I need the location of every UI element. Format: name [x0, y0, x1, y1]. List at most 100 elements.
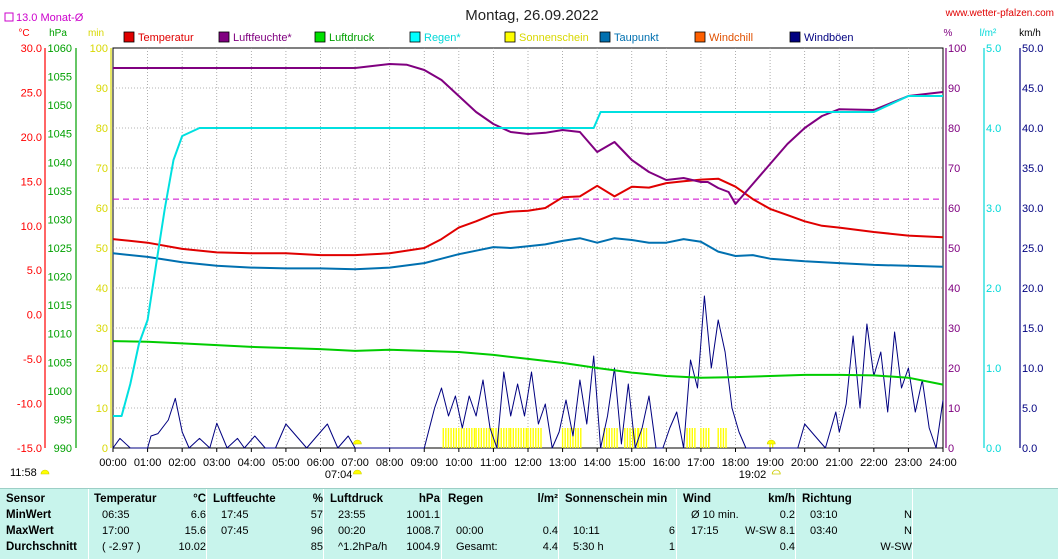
stats-value: 1 [668, 541, 675, 553]
stats-separator [323, 489, 324, 560]
pressure-tick-label: 1010 [48, 329, 72, 341]
stats-row: Ø 10 min. 0.2 [683, 509, 795, 521]
stats-header: Luftfeuchte% [213, 493, 323, 505]
temp-tick-label: -5.0 [23, 354, 42, 366]
sunrise-arrow-icon [353, 469, 362, 475]
monthly-avg-legend: 13.0 Monat-Ø [4, 12, 84, 24]
sun-tick-label: 80 [96, 123, 108, 135]
legend-label: Windchill [709, 32, 753, 44]
stats-row: 10:11 6 [565, 525, 675, 537]
stats-row: 5:30 h 1 [565, 541, 675, 553]
stats-value: W-SW [880, 541, 912, 553]
stats-time: 17:15 [691, 525, 719, 537]
stats-value: 0.2 [779, 509, 795, 521]
legend-label: Luftfeuchte* [233, 32, 292, 44]
pressure-tick-label: 990 [54, 443, 72, 455]
stats-value: 4.4 [542, 541, 558, 553]
rain-unit-label: l/m² [980, 28, 997, 39]
stats-row: Durchschnitt [6, 541, 77, 553]
legend-label: Regen* [424, 32, 461, 44]
x-tick-label: 07:00 [341, 457, 369, 469]
stats-value: 1008.7 [406, 525, 440, 537]
humidity-tick-label: 60 [948, 203, 960, 215]
stats-header-unit: km/h [768, 493, 795, 505]
wind-tick-label: 50.0 [1022, 43, 1043, 55]
series-luftdruck [112, 340, 944, 386]
noon-marker-icon [40, 469, 50, 475]
x-tick-label: 13:00 [549, 457, 577, 469]
temp-tick-label: 0.0 [27, 310, 42, 322]
rain-tick-label: 5.0 [986, 43, 1001, 55]
humidity-tick-label: 20 [948, 363, 960, 375]
stats-header: Luftdruck hPa [330, 493, 440, 505]
stats-row: MinWert [6, 509, 52, 521]
sun-tick-label: 100 [90, 43, 108, 55]
legend-swatch [789, 31, 801, 43]
stats-header: Temperatur °C [94, 493, 206, 505]
sun-tick-label: 0 [102, 443, 108, 455]
stats-time [683, 541, 691, 553]
legend-swatch [599, 31, 611, 43]
humidity-tick-label: 80 [948, 123, 960, 135]
stats-time: 07:45 [221, 525, 249, 537]
legend-label: Sonnenschein [519, 32, 589, 44]
series-regen [113, 95, 943, 417]
legend-label: Windböen [804, 32, 854, 44]
stats-time [448, 509, 456, 521]
stats-separator [676, 489, 677, 560]
stats-row: 85 [213, 541, 323, 553]
stats-separator [206, 489, 207, 560]
humidity-tick-label: 70 [948, 163, 960, 175]
stats-header-unit: °C [193, 493, 206, 505]
temp-tick-label: 10.0 [21, 221, 42, 233]
humidity-tick-label: 40 [948, 283, 960, 295]
x-tick-label: 01:00 [134, 457, 162, 469]
stats-row: 03:10 N [802, 509, 912, 521]
stats-value: 6 [668, 525, 675, 537]
rain-tick-label: 3.0 [986, 203, 1001, 215]
x-tick-label: 03:00 [203, 457, 231, 469]
stats-row: 00:00 0.4 [448, 525, 558, 537]
stats-header: Sensor [6, 493, 88, 505]
legend-label: Luftdruck [329, 32, 375, 44]
stats-row: 07:45 96 [213, 525, 323, 537]
humidity-tick-label: 100 [948, 43, 966, 55]
stats-time [213, 541, 221, 553]
pressure-tick-label: 1035 [48, 186, 72, 198]
pressure-tick-label: 1025 [48, 243, 72, 255]
sun-unit-label: min [88, 28, 104, 39]
stats-row: 23:55 1001.1 [330, 509, 440, 521]
stats-header: Sonnenschein min [565, 493, 675, 505]
rain-tick-label: 2.0 [986, 283, 1001, 295]
x-tick-label: 04:00 [238, 457, 266, 469]
stats-value: 10.02 [178, 541, 206, 553]
stats-row: 06:35 6.6 [94, 509, 206, 521]
legend-label: Temperatur [138, 32, 194, 44]
monthly-avg-label: 13.0 Monat-Ø [16, 12, 84, 24]
wind-unit-label: km/h [1019, 28, 1041, 39]
rain-tick-label: 1.0 [986, 363, 1001, 375]
sunrise-label: 07:04 [325, 469, 353, 481]
stats-time: Gesamt: [456, 541, 498, 553]
sun-tick-label: 20 [96, 363, 108, 375]
stats-time: 23:55 [338, 509, 366, 521]
stats-row: W-SW [802, 541, 912, 553]
pressure-tick-label: 1055 [48, 72, 72, 84]
x-tick-label: 06:00 [307, 457, 335, 469]
sun-tick-label: 50 [96, 243, 108, 255]
stats-header: Wind km/h [683, 493, 795, 505]
temp-tick-label: 5.0 [27, 265, 42, 277]
stats-header-title: Luftfeuchte [213, 493, 276, 505]
stats-header-unit: % [312, 493, 323, 505]
x-tick-label: 20:00 [791, 457, 819, 469]
stats-header-title: Luftdruck [330, 493, 384, 505]
stats-row [565, 509, 675, 521]
stats-time [565, 509, 573, 521]
x-tick-label: 15:00 [618, 457, 646, 469]
sun-tick-label: 30 [96, 323, 108, 335]
wind-tick-label: 40.0 [1022, 123, 1043, 135]
axis-unit-labels: °C hPa min% l/m² km/h [18, 28, 1040, 39]
pressure-unit-label: hPa [49, 28, 67, 39]
stats-time: 06:35 [102, 509, 130, 521]
series-temperatur [112, 177, 944, 257]
